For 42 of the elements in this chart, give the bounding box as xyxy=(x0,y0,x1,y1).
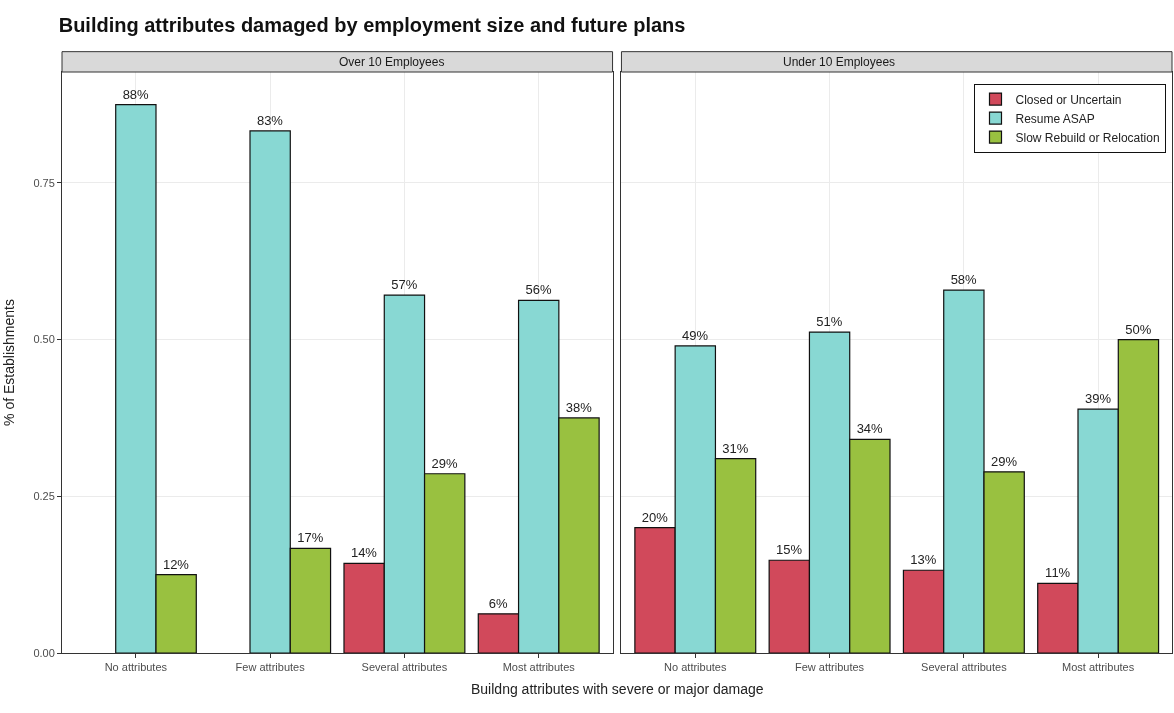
data-label: 38% xyxy=(565,399,593,415)
y-tick-label: 0.25 xyxy=(33,490,55,503)
y-tick-label: 0.75 xyxy=(33,176,55,189)
data-label: 83% xyxy=(256,112,284,128)
data-label: 14% xyxy=(350,545,378,561)
data-label: 17% xyxy=(297,530,324,546)
legend-label: Closed or Uncertain xyxy=(1015,92,1122,107)
data-label: 11% xyxy=(1045,565,1071,581)
x-tick-label: Most attributes xyxy=(502,661,576,674)
y-tick-label: 0.50 xyxy=(33,333,55,346)
x-tick-label: Most attributes xyxy=(1062,661,1135,674)
data-label: 39% xyxy=(1084,391,1112,407)
x-tick-label: No attributes xyxy=(664,661,727,674)
data-label: 31% xyxy=(722,440,749,456)
data-label: 29% xyxy=(431,455,458,471)
data-label: 34% xyxy=(856,421,884,437)
data-label: 50% xyxy=(1125,321,1152,337)
data-label: 29% xyxy=(990,453,1018,469)
x-tick-label: Few attributes xyxy=(795,661,865,674)
data-label: 13% xyxy=(910,552,937,568)
data-label: 58% xyxy=(950,272,978,288)
chart-title: Building attributes damaged by employment size and future plans xyxy=(58,13,686,36)
data-label: 15% xyxy=(776,542,803,558)
x-tick-label: Few attributes xyxy=(235,661,306,674)
x-tick-label: Several attributes xyxy=(921,661,1008,674)
y-tick-label: 0.00 xyxy=(33,646,55,659)
data-label: 57% xyxy=(391,277,418,293)
x-tick-label: No attributes xyxy=(104,661,168,674)
data-label: 20% xyxy=(641,509,669,525)
data-label: 51% xyxy=(816,314,843,330)
chart-subtitle: Over 10 Employees xyxy=(339,55,445,69)
data-label: 49% xyxy=(682,327,709,343)
data-label: 88% xyxy=(122,86,150,102)
y-axis-title: % of Establishments xyxy=(0,299,17,426)
legend-label: Slow Rebuild or Relocation xyxy=(1015,130,1160,145)
data-label: 56% xyxy=(525,282,552,298)
chart-subtitle: Under 10 Employees xyxy=(783,55,896,69)
legend-label: Resume ASAP xyxy=(1015,111,1095,126)
x-axis-title: Buildng attributes with severe or major damage xyxy=(471,681,764,697)
data-label: 6% xyxy=(488,595,509,611)
x-tick-label: Several attributes xyxy=(361,661,448,674)
data-label: 12% xyxy=(162,556,190,572)
